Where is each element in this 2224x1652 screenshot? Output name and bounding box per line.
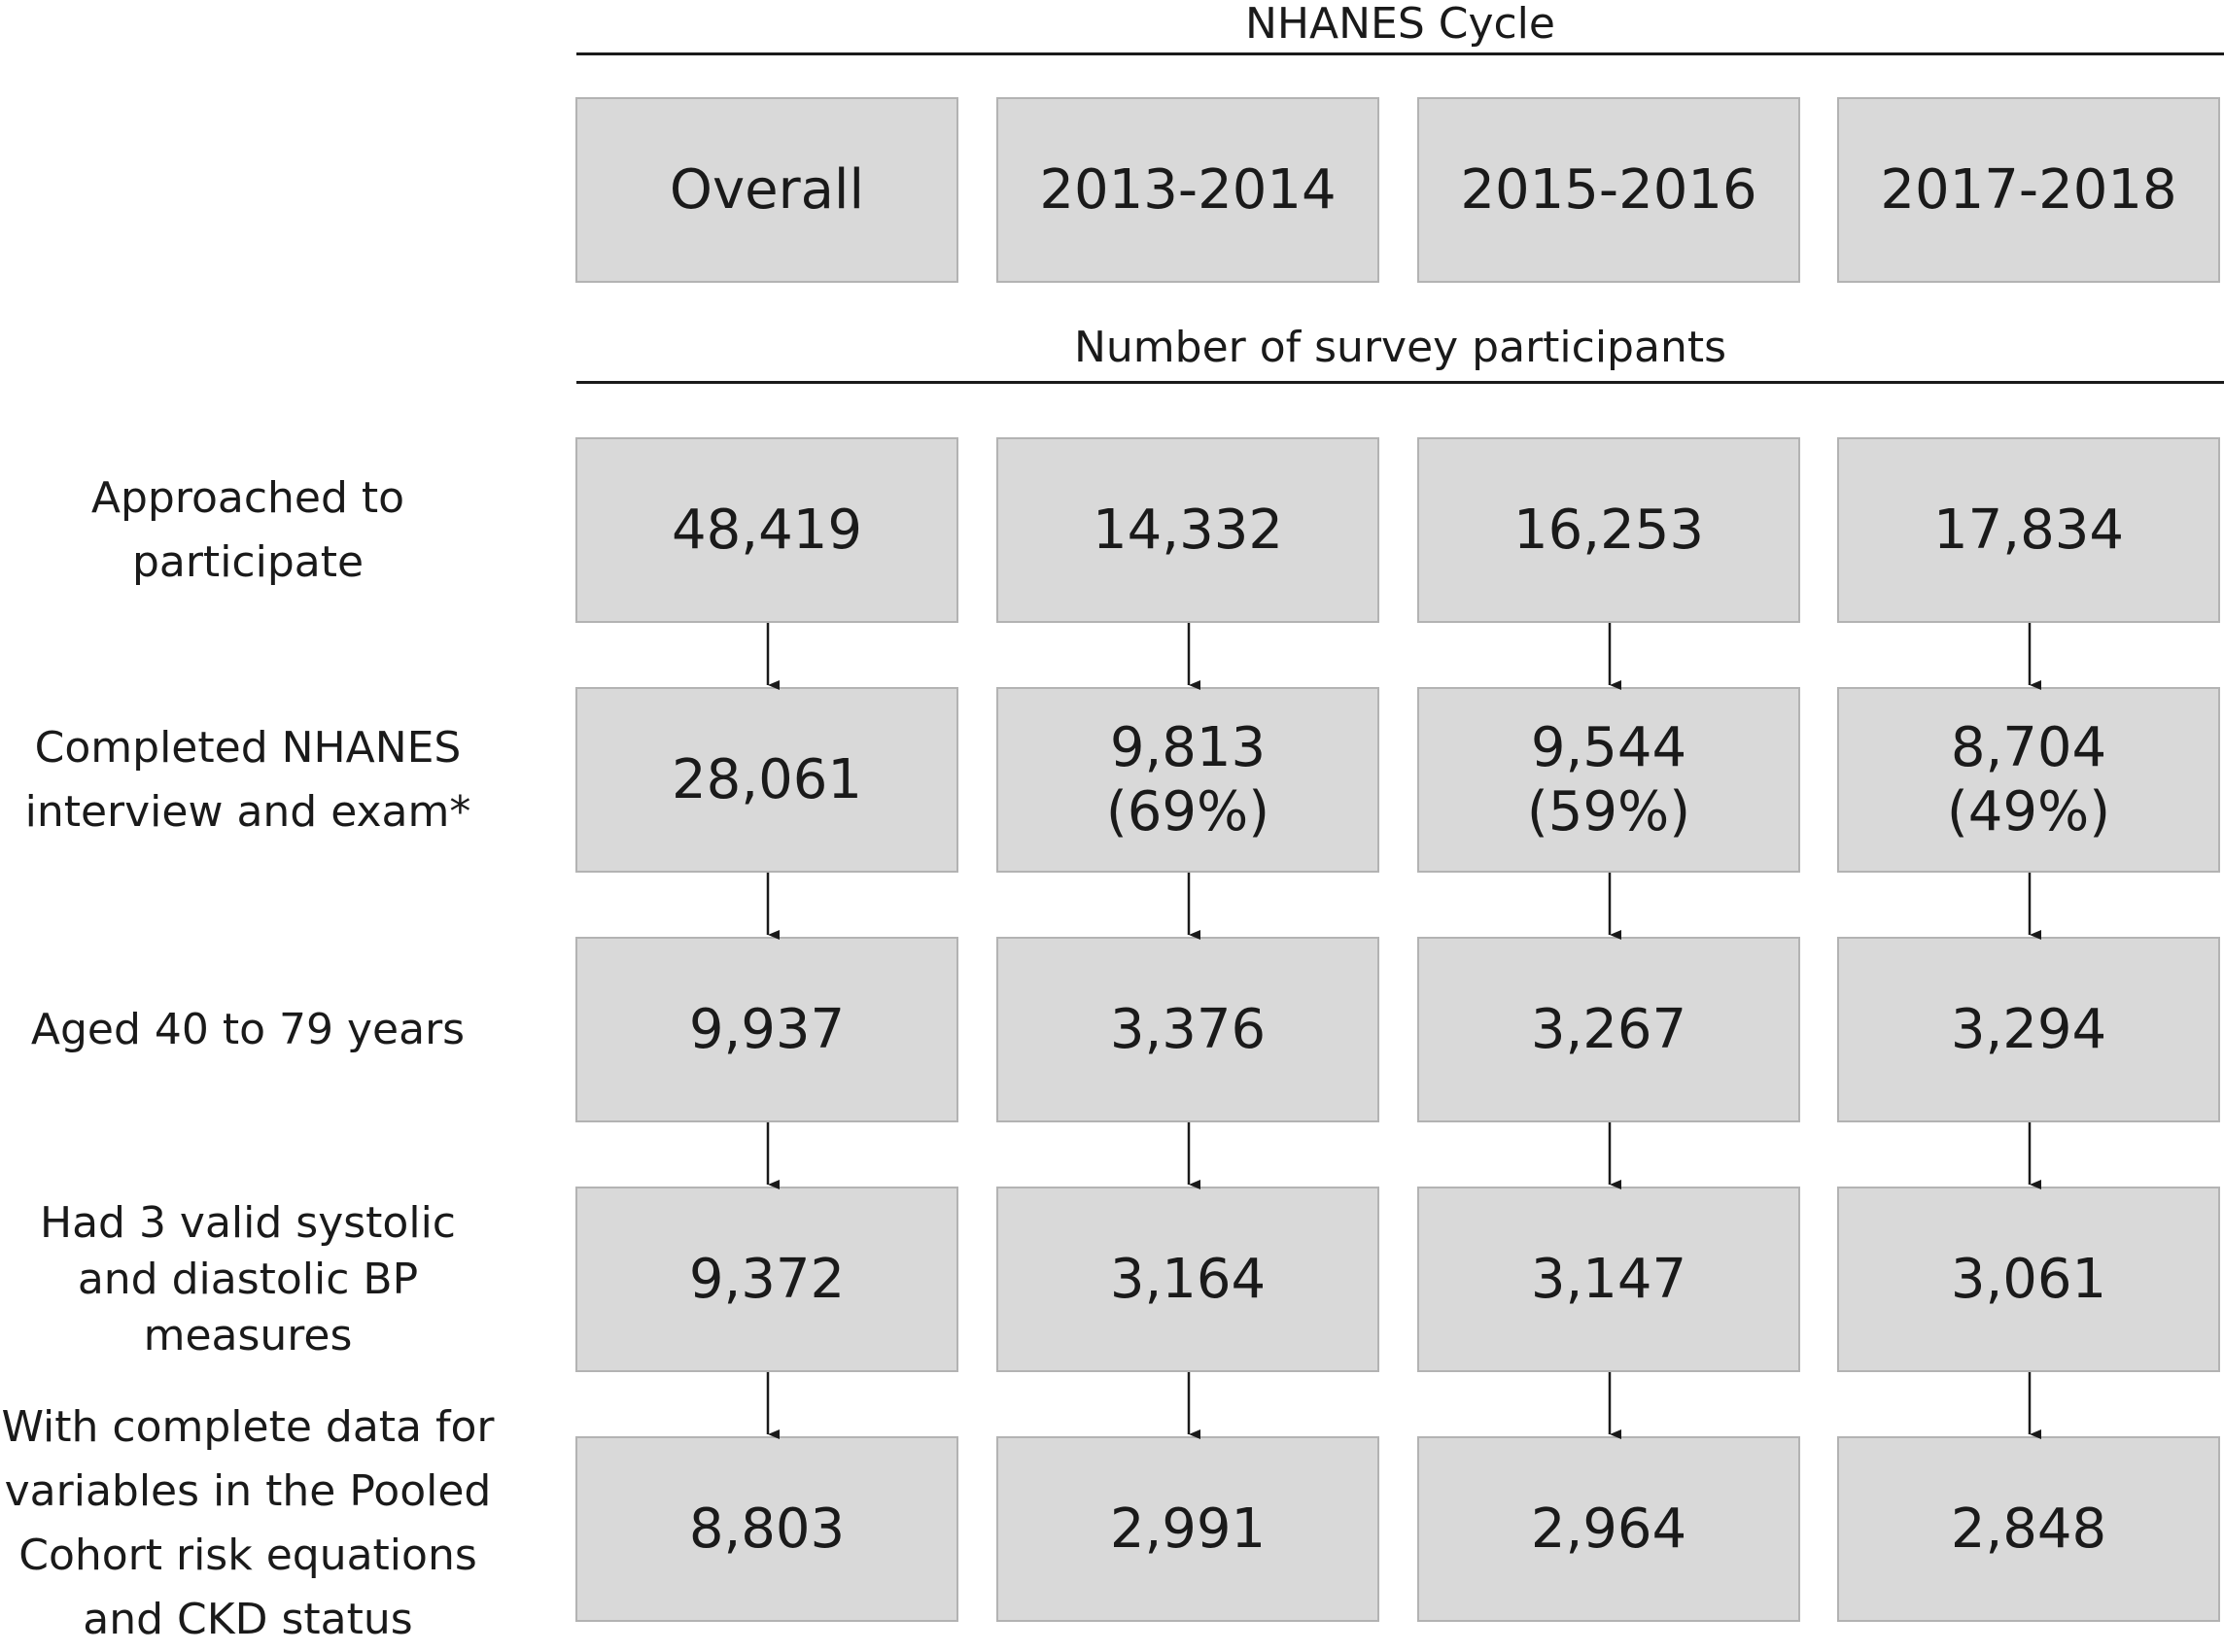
- count-value: 3,294: [1950, 997, 2107, 1061]
- count-box-2015-2016-approached: 16,253: [1417, 437, 1800, 623]
- count-box-overall-aged: 9,937: [575, 937, 958, 1122]
- count-value: 28,061: [672, 747, 862, 811]
- count-box-2013-2014-aged: 3,376: [996, 937, 1379, 1122]
- count-value: 2,848: [1950, 1497, 2107, 1561]
- count-box-overall-approached: 48,419: [575, 437, 958, 623]
- count-box-2015-2016-complete: 2,964: [1417, 1436, 1800, 1622]
- count-value: 2,991: [1109, 1497, 1267, 1561]
- response-rate-percent: (59%): [1526, 779, 1691, 843]
- count-value: 2,964: [1530, 1497, 1687, 1561]
- count-box-overall-completed: 28,061: [575, 687, 958, 873]
- count-box-2013-2014-bp: 3,164: [996, 1187, 1379, 1372]
- count-box-2013-2014-complete: 2,991: [996, 1436, 1379, 1622]
- count-value: 48,419: [672, 498, 862, 562]
- count-box-2013-2014-completed: 9,813 (69%): [996, 687, 1379, 873]
- column-header-overall: Overall: [575, 97, 958, 283]
- count-box-overall-complete: 8,803: [575, 1436, 958, 1622]
- response-rate-percent: (69%): [1105, 779, 1270, 843]
- count-value: 14,332: [1093, 498, 1283, 562]
- count-box-2015-2016-bp: 3,147: [1417, 1187, 1800, 1372]
- count-box-2017-2018-complete: 2,848: [1837, 1436, 2220, 1622]
- response-rate-percent: (49%): [1946, 779, 2111, 843]
- participants-rule: [576, 381, 2224, 384]
- column-header-2017-2018: 2017-2018: [1837, 97, 2220, 283]
- count-box-2017-2018-completed: 8,704 (49%): [1837, 687, 2220, 873]
- row-label-approached: Approached to participate: [90, 472, 405, 587]
- count-value: 16,253: [1513, 498, 1704, 562]
- count-box-2015-2016-aged: 3,267: [1417, 937, 1800, 1122]
- count-box-2017-2018-aged: 3,294: [1837, 937, 2220, 1122]
- row-label-bp-measures: Had 3 valid systolic and diastolic BP me…: [39, 1197, 456, 1360]
- count-value: 3,061: [1950, 1247, 2107, 1311]
- row-label-aged: Aged 40 to 79 years: [30, 1004, 466, 1054]
- row-label-complete-data: With complete data for variables in the …: [1, 1402, 495, 1644]
- count-box-2017-2018-bp: 3,061: [1837, 1187, 2220, 1372]
- count-value: 8,803: [688, 1497, 846, 1561]
- count-value: 9,544: [1530, 715, 1687, 779]
- column-header-2015-2016: 2015-2016: [1417, 97, 1800, 283]
- participants-heading: Number of survey participants: [1074, 323, 1726, 372]
- count-value: 9,937: [688, 997, 846, 1061]
- count-value: 3,164: [1109, 1247, 1267, 1311]
- count-value: 3,267: [1530, 997, 1687, 1061]
- count-box-2013-2014-approached: 14,332: [996, 437, 1379, 623]
- count-box-2017-2018-approached: 17,834: [1837, 437, 2220, 623]
- row-label-completed: Completed NHANES interview and exam*: [24, 722, 471, 837]
- column-header-2013-2014: 2013-2014: [996, 97, 1379, 283]
- count-value: 9,813: [1109, 715, 1267, 779]
- nhanes-cycle-rule: [576, 52, 2224, 55]
- count-value: 17,834: [1933, 498, 2124, 562]
- count-value: 9,372: [688, 1247, 846, 1311]
- count-value: 3,147: [1530, 1247, 1687, 1311]
- count-box-overall-bp: 9,372: [575, 1187, 958, 1372]
- count-box-2015-2016-completed: 9,544 (59%): [1417, 687, 1800, 873]
- nhanes-cycle-heading: NHANES Cycle: [1245, 0, 1555, 49]
- count-value: 3,376: [1109, 997, 1267, 1061]
- count-value: 8,704: [1950, 715, 2107, 779]
